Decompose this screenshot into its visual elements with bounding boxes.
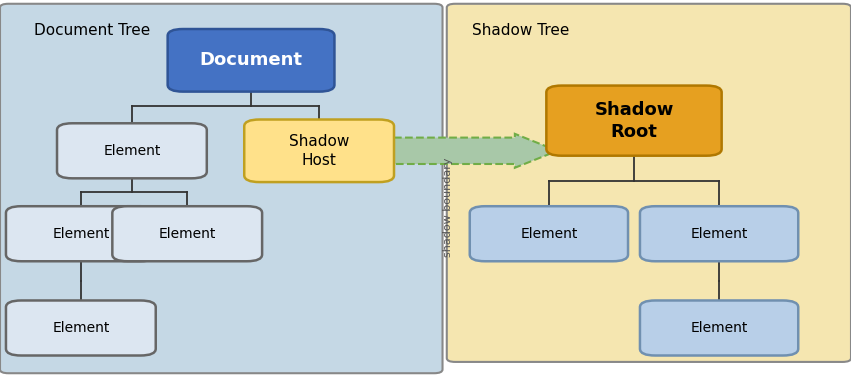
Text: Element: Element bbox=[158, 227, 216, 241]
FancyBboxPatch shape bbox=[640, 206, 798, 261]
Text: Element: Element bbox=[52, 227, 110, 241]
Text: Shadow Tree: Shadow Tree bbox=[472, 23, 569, 38]
FancyBboxPatch shape bbox=[168, 29, 334, 92]
FancyBboxPatch shape bbox=[470, 206, 628, 261]
Text: Element: Element bbox=[690, 227, 748, 241]
FancyBboxPatch shape bbox=[112, 206, 262, 261]
FancyBboxPatch shape bbox=[6, 206, 156, 261]
FancyBboxPatch shape bbox=[0, 4, 443, 373]
FancyBboxPatch shape bbox=[546, 86, 722, 156]
FancyBboxPatch shape bbox=[57, 123, 207, 178]
Text: Element: Element bbox=[52, 321, 110, 335]
FancyBboxPatch shape bbox=[244, 120, 394, 182]
Text: Element: Element bbox=[103, 144, 161, 158]
Text: Shadow
Root: Shadow Root bbox=[594, 101, 674, 141]
Text: Document: Document bbox=[199, 51, 303, 69]
Text: Document Tree: Document Tree bbox=[34, 23, 151, 38]
Polygon shape bbox=[383, 134, 557, 168]
Text: Element: Element bbox=[690, 321, 748, 335]
FancyBboxPatch shape bbox=[447, 4, 851, 362]
Text: shadow boundary: shadow boundary bbox=[443, 158, 454, 257]
Text: Element: Element bbox=[520, 227, 578, 241]
FancyBboxPatch shape bbox=[640, 300, 798, 356]
Text: Shadow
Host: Shadow Host bbox=[289, 134, 349, 168]
FancyBboxPatch shape bbox=[6, 300, 156, 356]
